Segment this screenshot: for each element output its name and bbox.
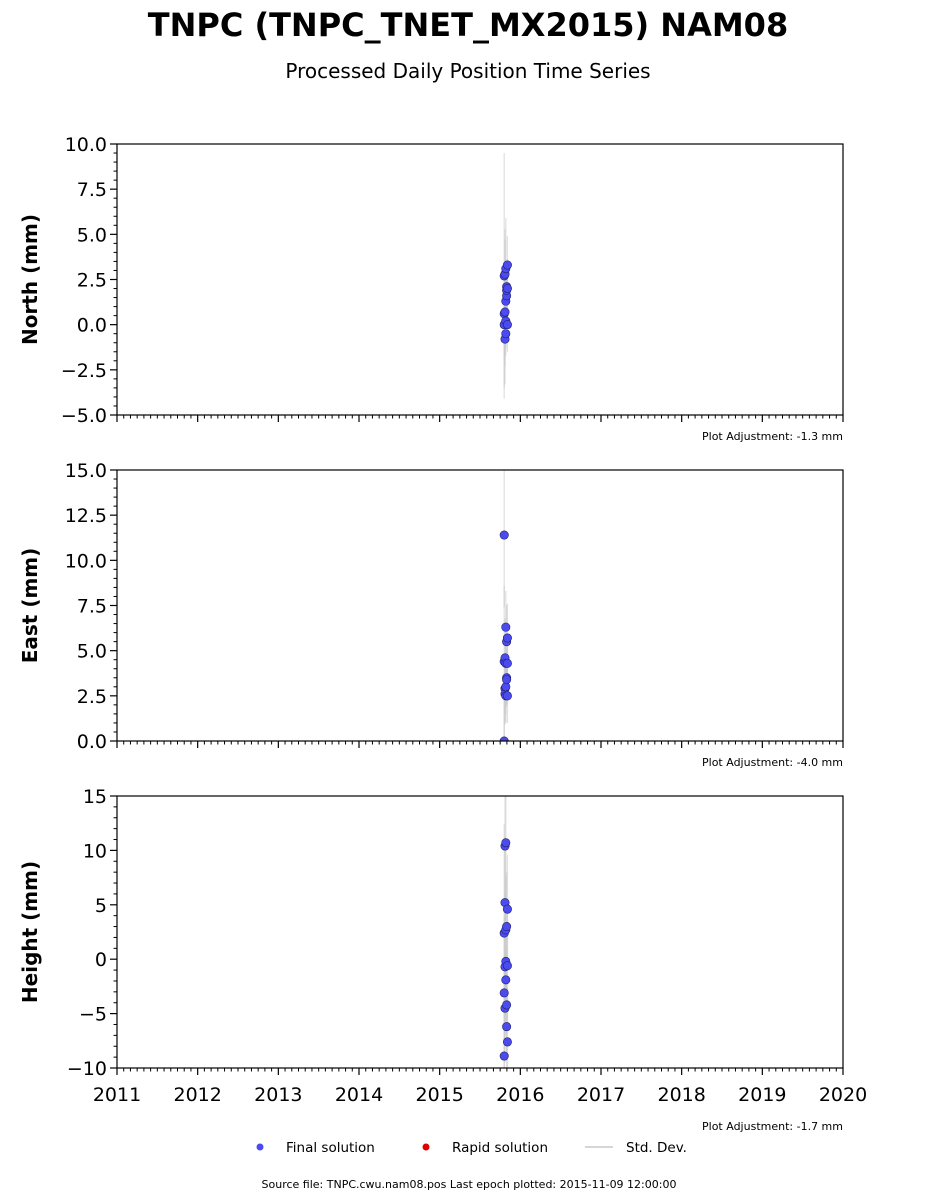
east-axes-frame <box>116 469 844 742</box>
east-point <box>502 633 512 643</box>
north-ytick-label: 2.5 <box>77 270 107 292</box>
height-ytick-label: 10 <box>83 840 107 862</box>
north-ytick-label: 10.0 <box>65 134 107 156</box>
east-ylabel: East (mm) <box>18 548 42 664</box>
north-ytick-label: −5.0 <box>61 405 107 427</box>
north-points <box>499 260 512 344</box>
chart-title: TNPC (TNPC_TNET_MX2015) NAM08 <box>148 6 788 44</box>
north-point <box>502 320 512 330</box>
height-point <box>501 838 511 848</box>
legend-final-marker <box>256 1143 264 1151</box>
height-ylabel: Height (mm) <box>18 861 42 1003</box>
height-axes-frame <box>116 795 844 1069</box>
height-point <box>501 975 511 985</box>
height-xtick-label: 2013 <box>254 1084 302 1106</box>
height-point <box>499 1051 509 1061</box>
legend-std-label: Std. Dev. <box>626 1140 687 1156</box>
east-point <box>501 622 511 632</box>
north-ytick-label: 5.0 <box>77 224 107 246</box>
height-xtick-label: 2011 <box>93 1084 141 1106</box>
height-xtick-label: 2019 <box>738 1084 786 1106</box>
east-ytick-label: 2.5 <box>77 686 107 708</box>
footer-source: Source file: TNPC.cwu.nam08.pos Last epo… <box>262 1178 677 1191</box>
height-point <box>499 988 509 998</box>
height-ytick-label: −5 <box>79 1004 107 1026</box>
east-ytick-label: 0.0 <box>77 731 107 753</box>
height-xtick-label: 2017 <box>577 1084 625 1106</box>
east-ytick-label: 7.5 <box>77 596 107 618</box>
north-axes-frame <box>116 143 844 416</box>
height-ytick-label: −10 <box>67 1058 107 1080</box>
height-point <box>502 1000 512 1010</box>
north-ytick-label: 0.0 <box>77 315 107 337</box>
legend-rapid-marker <box>422 1143 430 1151</box>
height-point <box>502 961 512 971</box>
north-ytick-label: −2.5 <box>61 360 107 382</box>
height-xtick-label: 2014 <box>335 1084 383 1106</box>
height-xtick-label: 2018 <box>657 1084 705 1106</box>
north-adjustment: Plot Adjustment: -1.3 mm <box>702 430 843 443</box>
east-ytick-label: 12.5 <box>65 505 107 527</box>
height-xtick-label: 2012 <box>173 1084 221 1106</box>
east-ytick-label: 5.0 <box>77 641 107 663</box>
height-adjustment: Plot Adjustment: -1.7 mm <box>702 1120 843 1133</box>
legend-final-label: Final solution <box>286 1140 375 1156</box>
height-point <box>502 922 512 932</box>
east-std-group <box>503 470 509 741</box>
height-point <box>502 1037 512 1047</box>
height-xtick-label: 2016 <box>496 1084 544 1106</box>
east-ytick-label: 15.0 <box>65 460 107 482</box>
height-ytick-label: 15 <box>83 786 107 808</box>
height-ytick-label: 5 <box>95 895 107 917</box>
legend-rapid-label: Rapid solution <box>452 1140 548 1156</box>
height-points <box>499 838 512 1061</box>
legend: Final solution Rapid solution Std. Dev. <box>256 1140 687 1156</box>
height-xtick-label: 2020 <box>819 1084 867 1106</box>
east-point <box>499 530 509 540</box>
east-ytick-label: 10.0 <box>65 550 107 572</box>
north-panel: −5.0 −2.5 0.0 2.5 5.0 7.5 10.0 North (mm) Plot A… <box>18 134 844 443</box>
east-point <box>502 675 512 685</box>
height-ytick-label: 0 <box>95 949 107 971</box>
east-panel: 0.0 2.5 5.0 7.5 10.0 12.5 15.0 East (mm) Plot Ad… <box>18 460 844 769</box>
east-points <box>499 530 512 741</box>
east-point <box>502 691 512 701</box>
height-point <box>502 904 512 914</box>
north-ytick-label: 7.5 <box>77 179 107 201</box>
north-ylabel: North (mm) <box>18 214 42 345</box>
north-point <box>502 284 512 294</box>
north-point <box>502 260 512 270</box>
height-panel: −10 −5 0 5 10 15 2011 2012 2013 2014 2015 2016 2017 2… <box>18 786 867 1133</box>
chart-subtitle: Processed Daily Position Time Series <box>285 59 650 83</box>
height-xtick-label: 2015 <box>415 1084 463 1106</box>
east-point <box>502 658 512 668</box>
east-adjustment: Plot Adjustment: -4.0 mm <box>702 756 843 769</box>
north-point <box>500 307 510 317</box>
height-point <box>502 1022 512 1032</box>
north-point <box>501 329 511 339</box>
